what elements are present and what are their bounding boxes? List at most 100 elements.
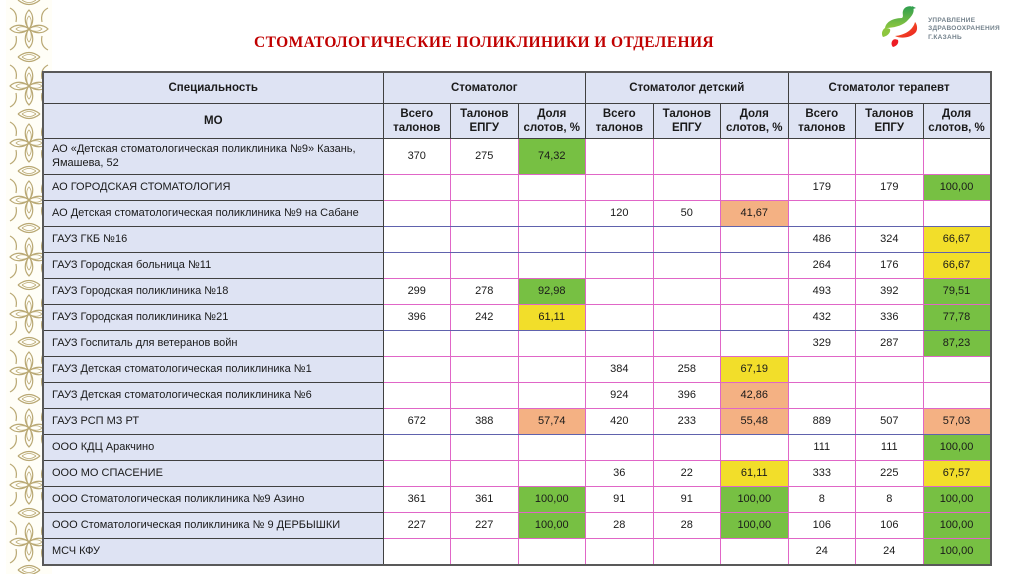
ticket-count-cell xyxy=(382,173,451,201)
ticket-count-cell xyxy=(585,138,654,175)
ticket-count-cell xyxy=(652,251,722,279)
ticket-count-cell: 24 xyxy=(855,537,924,566)
share-percent-cell: 66,67 xyxy=(922,251,992,279)
ticket-count-cell xyxy=(652,303,722,331)
sub-header-epgu: Талонов ЕПГУ xyxy=(855,103,924,139)
share-percent-cell: 100,00 xyxy=(922,485,992,513)
share-percent-cell xyxy=(517,537,587,566)
mo-name-cell: ГАУЗ Детская стоматологическая поликлини… xyxy=(42,381,384,409)
table-row: ГАУЗ Детская стоматологическая поликлини… xyxy=(42,355,992,383)
table-row: АО ГОРОДСКАЯ СТОМАТОЛОГИЯ 179 179 100,00 xyxy=(42,173,992,201)
ticket-count-cell xyxy=(787,381,857,409)
ticket-count-cell xyxy=(585,173,654,201)
share-percent-cell: 61,11 xyxy=(720,459,789,487)
share-percent-cell xyxy=(720,303,789,331)
share-percent-cell xyxy=(922,381,992,409)
ticket-count-cell: 50 xyxy=(652,199,722,227)
ticket-count-cell: 924 xyxy=(585,381,654,409)
ticket-count-cell: 396 xyxy=(382,303,451,331)
mo-name-cell: МСЧ КФУ xyxy=(42,537,384,566)
share-percent-cell: 100,00 xyxy=(922,173,992,201)
table-row: ГАУЗ ГКБ №16 486 324 66,67 xyxy=(42,225,992,253)
ticket-count-cell: 384 xyxy=(585,355,654,383)
specialty-header: Специальность xyxy=(42,71,384,104)
ticket-count-cell xyxy=(585,225,654,253)
share-percent-cell: 57,74 xyxy=(517,407,587,435)
ticket-count-cell xyxy=(585,329,654,357)
table-row: ГАУЗ Госпиталь для ветеранов войн 329 287 8… xyxy=(42,329,992,357)
ticket-count-cell: 28 xyxy=(652,511,722,539)
ticket-count-cell: 324 xyxy=(855,225,924,253)
share-percent-cell: 100,00 xyxy=(720,485,789,513)
ticket-count-cell xyxy=(787,199,857,227)
table-row: ГАУЗ Городская поликлиника №18 299 278 92,9… xyxy=(42,277,992,305)
ticket-count-cell: 361 xyxy=(382,485,451,513)
ticket-count-cell xyxy=(450,329,519,357)
mo-name-cell: ООО МО СПАСЕНИЕ xyxy=(42,459,384,487)
table-header: Специальность Стоматолог Стоматолог детс… xyxy=(42,71,992,139)
table-row: АО «Детская стоматологическая поликлиник… xyxy=(42,138,992,175)
ticket-count-cell: 8 xyxy=(787,485,857,513)
ticket-count-cell: 106 xyxy=(855,511,924,539)
sub-header-epgu: Талонов ЕПГУ xyxy=(450,103,519,139)
ticket-count-cell: 275 xyxy=(450,138,519,175)
ticket-count-cell: 889 xyxy=(787,407,857,435)
mo-name-cell: ООО Стоматологическая поликлиника №9 Ази… xyxy=(42,485,384,513)
table-row: ООО Стоматологическая поликлиника № 9 ДЕ… xyxy=(42,511,992,539)
ticket-count-cell: 336 xyxy=(855,303,924,331)
share-percent-cell xyxy=(720,251,789,279)
mo-name-cell: ГАУЗ Городская поликлиника №18 xyxy=(42,277,384,305)
ticket-count-cell: 28 xyxy=(585,511,654,539)
sub-header-share: Доля слотов, % xyxy=(922,103,992,139)
group-header-stomatolog: Стоматолог xyxy=(382,71,587,104)
share-percent-cell xyxy=(517,381,587,409)
ticket-count-cell xyxy=(382,381,451,409)
share-percent-cell: 77,78 xyxy=(922,303,992,331)
sub-header-share: Доля слотов, % xyxy=(720,103,789,139)
ticket-count-cell: 227 xyxy=(450,511,519,539)
table-row: МСЧ КФУ 24 24 100,00 xyxy=(42,537,992,566)
ticket-count-cell xyxy=(382,199,451,227)
ticket-count-cell: 361 xyxy=(450,485,519,513)
group-header-stomatolog-terapevt: Стоматолог терапевт xyxy=(787,71,992,104)
table-row: ООО КДЦ Аракчино 111 111 100,00 xyxy=(42,433,992,461)
mo-name-cell: ООО Стоматологическая поликлиника № 9 ДЕ… xyxy=(42,511,384,539)
share-percent-cell: 42,86 xyxy=(720,381,789,409)
ticket-count-cell xyxy=(382,251,451,279)
logo-text-line2: ЗДРАВООХРАНЕНИЯ xyxy=(928,25,1000,33)
table-row: ГАУЗ РСП МЗ РТ 672 388 57,74 420 233 55,48 889 5… xyxy=(42,407,992,435)
ticket-count-cell xyxy=(382,537,451,566)
ticket-count-cell: 396 xyxy=(652,381,722,409)
ticket-count-cell: 392 xyxy=(855,277,924,305)
ticket-count-cell: 420 xyxy=(585,407,654,435)
mo-name-cell: ГАУЗ РСП МЗ РТ xyxy=(42,407,384,435)
share-percent-cell xyxy=(517,251,587,279)
table-body: АО «Детская стоматологическая поликлиник… xyxy=(42,138,992,566)
share-percent-cell: 100,00 xyxy=(922,511,992,539)
ticket-count-cell xyxy=(450,225,519,253)
clinics-table: Специальность Стоматолог Стоматолог детс… xyxy=(42,71,992,566)
ticket-count-cell xyxy=(382,433,451,461)
share-percent-cell xyxy=(517,199,587,227)
table-row: ГАУЗ Городская больница №11 264 176 66,67 xyxy=(42,251,992,279)
share-percent-cell: 100,00 xyxy=(922,433,992,461)
share-percent-cell xyxy=(720,173,789,201)
mo-name-cell: ГАУЗ Детская стоматологическая поликлини… xyxy=(42,355,384,383)
table-row: АО Детская стоматологическая поликлиника… xyxy=(42,199,992,227)
logo-text-line3: Г.КАЗАНЬ xyxy=(928,33,962,41)
ticket-count-cell: 388 xyxy=(450,407,519,435)
ticket-count-cell xyxy=(585,433,654,461)
group-header-stomatolog-detskiy: Стоматолог детский xyxy=(585,71,789,104)
ticket-count-cell xyxy=(652,173,722,201)
mo-name-cell: ГАУЗ Госпиталь для ветеранов войн xyxy=(42,329,384,357)
mo-name-cell: АО Детская стоматологическая поликлиника… xyxy=(42,199,384,227)
ticket-count-cell xyxy=(652,277,722,305)
ticket-count-cell xyxy=(585,277,654,305)
ticket-count-cell: 36 xyxy=(585,459,654,487)
ticket-count-cell xyxy=(585,251,654,279)
ticket-count-cell: 120 xyxy=(585,199,654,227)
ticket-count-cell: 329 xyxy=(787,329,857,357)
page-title: СТОМАТОЛОГИЧЕСКИЕ ПОЛИКЛИНИКИ И ОТДЕЛЕНИ… xyxy=(253,34,715,51)
ticket-count-cell xyxy=(450,459,519,487)
ticket-count-cell: 8 xyxy=(855,485,924,513)
